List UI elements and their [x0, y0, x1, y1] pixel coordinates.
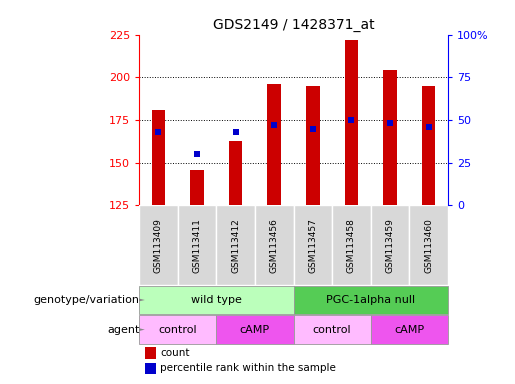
Text: percentile rank within the sample: percentile rank within the sample [160, 363, 336, 373]
Text: cAMP: cAMP [240, 324, 270, 334]
Bar [216, 315, 294, 344]
Point [193, 151, 201, 157]
Text: GSM113458: GSM113458 [347, 218, 356, 273]
Text: agent: agent [108, 324, 140, 334]
Text: control: control [313, 324, 351, 334]
Bar [139, 315, 216, 344]
Point [424, 124, 433, 130]
Bar [383, 70, 397, 205]
Bar [371, 315, 448, 344]
Bar [139, 286, 294, 314]
Bar [294, 286, 448, 314]
Text: GSM113460: GSM113460 [424, 218, 433, 273]
Bar [422, 86, 436, 205]
Text: GSM113457: GSM113457 [308, 218, 317, 273]
Text: cAMP: cAMP [394, 324, 424, 334]
Bar [332, 205, 371, 285]
Text: PGC-1alpha null: PGC-1alpha null [326, 295, 416, 305]
Text: GSM113459: GSM113459 [386, 218, 394, 273]
Bar [216, 205, 255, 285]
Point [386, 120, 394, 126]
Text: GSM113409: GSM113409 [154, 218, 163, 273]
Text: genotype/variation: genotype/variation [34, 295, 140, 305]
Title: GDS2149 / 1428371_at: GDS2149 / 1428371_at [213, 18, 374, 32]
Bar [178, 205, 216, 285]
Bar [145, 362, 156, 374]
Bar [190, 170, 204, 205]
Point [154, 129, 163, 135]
Bar [409, 205, 448, 285]
Text: wild type: wild type [191, 295, 242, 305]
Bar [294, 205, 332, 285]
Point [309, 126, 317, 132]
Bar [345, 40, 358, 205]
Text: GSM113456: GSM113456 [270, 218, 279, 273]
Bar [229, 141, 243, 205]
Text: GSM113412: GSM113412 [231, 218, 240, 273]
Polygon shape [133, 297, 145, 303]
Bar [145, 347, 156, 359]
Bar [371, 205, 409, 285]
Bar [151, 110, 165, 205]
Text: control: control [159, 324, 197, 334]
Text: GSM113411: GSM113411 [193, 218, 201, 273]
Text: count: count [160, 348, 190, 358]
Bar [255, 205, 294, 285]
Bar [306, 86, 320, 205]
Point [232, 129, 240, 135]
Bar [267, 84, 281, 205]
Point [347, 117, 355, 123]
Point [270, 122, 278, 128]
Polygon shape [133, 327, 145, 333]
Bar [139, 205, 178, 285]
Bar [294, 315, 371, 344]
